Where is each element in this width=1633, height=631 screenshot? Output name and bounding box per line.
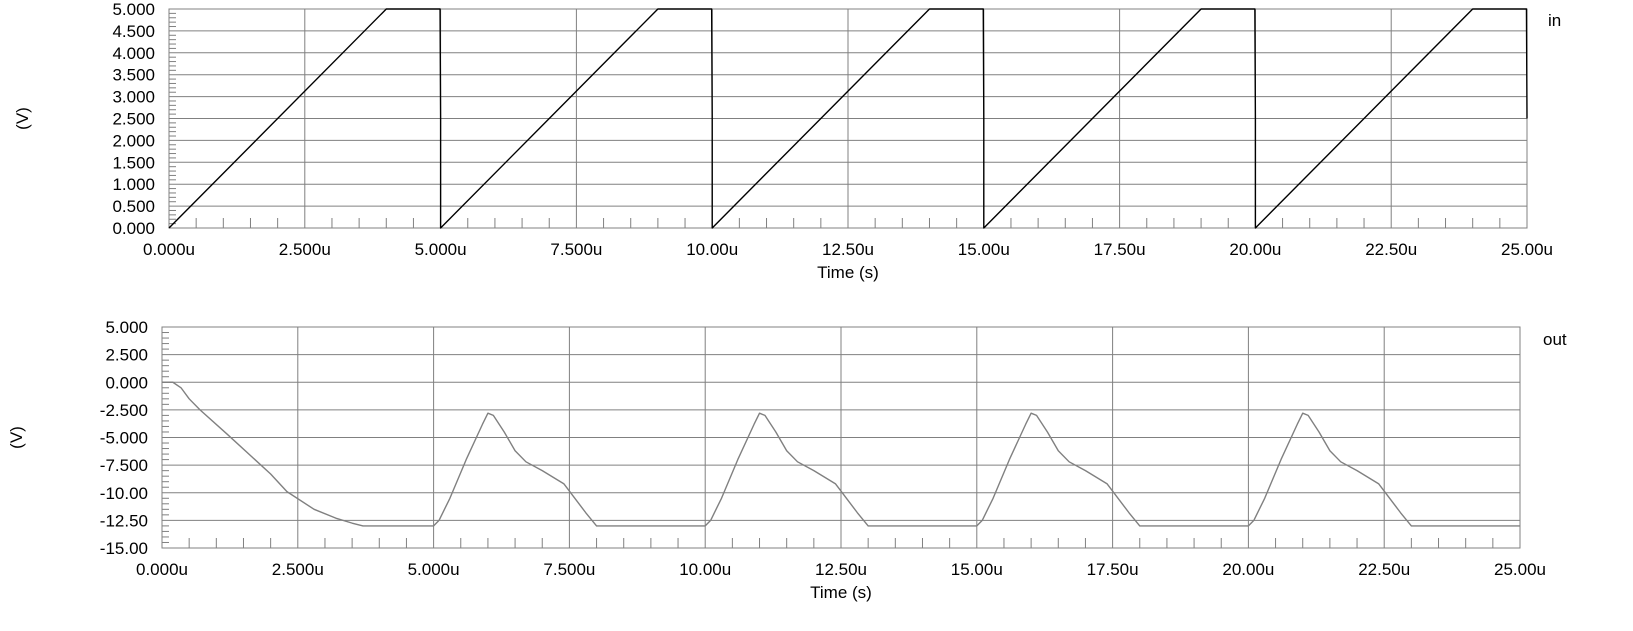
- y-tick-label: 0.000: [112, 219, 155, 238]
- x-axis-title: Time (s): [817, 263, 879, 282]
- x-tick-label: 17.50u: [1087, 560, 1139, 579]
- y-tick-label: -5.000: [100, 429, 148, 448]
- y-tick-label: -10.00: [100, 484, 148, 503]
- y-tick-label: 2.500: [112, 110, 155, 129]
- x-tick-label: 5.000u: [415, 240, 467, 259]
- y-tick-label: 4.000: [112, 44, 155, 63]
- series-line-out: [162, 381, 1520, 527]
- x-tick-label: 2.500u: [279, 240, 331, 259]
- x-tick-label: 22.50u: [1358, 560, 1410, 579]
- series-line-in: [168, 8, 1528, 229]
- x-tick-label: 5.000u: [408, 560, 460, 579]
- y-tick-label: -7.500: [100, 456, 148, 475]
- y-tick-label: -12.50: [100, 511, 148, 530]
- x-tick-label: 10.00u: [686, 240, 738, 259]
- x-tick-label: 17.50u: [1094, 240, 1146, 259]
- y-tick-label: 1.000: [112, 175, 155, 194]
- chart-out: 0.000u 2.500u 5.000u 7.500u 10.00u 12.50u 15.0…: [7, 318, 1567, 602]
- y-tick-label: 1.500: [112, 153, 155, 172]
- x-tick-label: 15.00u: [951, 560, 1003, 579]
- y-tick-label: 5.000: [105, 318, 148, 337]
- y-axis-title: (V): [13, 107, 32, 130]
- x-tick-label: 0.000u: [143, 240, 195, 259]
- x-tick-label: 0.000u: [136, 560, 188, 579]
- x-tick-label: 25.00u: [1501, 240, 1553, 259]
- x-tick-label: 20.00u: [1222, 560, 1274, 579]
- series-label: out: [1543, 330, 1567, 349]
- y-tick-label: 3.500: [112, 66, 155, 85]
- y-tick-label: -15.00: [100, 539, 148, 558]
- x-tick-label: 10.00u: [679, 560, 731, 579]
- y-tick-label: 0.500: [112, 197, 155, 216]
- x-tick-label: 15.00u: [958, 240, 1010, 259]
- y-tick-label: 3.000: [112, 88, 155, 107]
- x-tick-label: 25.00u: [1494, 560, 1546, 579]
- x-tick-label: 12.50u: [815, 560, 867, 579]
- x-tick-label: 12.50u: [822, 240, 874, 259]
- y-axis-title: (V): [7, 426, 26, 449]
- y-tick-label: 2.000: [112, 131, 155, 150]
- x-tick-label: 2.500u: [272, 560, 324, 579]
- plot-frame: [161, 326, 1521, 549]
- x-axis-title: Time (s): [810, 583, 872, 602]
- y-tick-label: -2.500: [100, 401, 148, 420]
- y-tick-label: 5.000: [112, 0, 155, 19]
- series-label: in: [1548, 11, 1561, 30]
- x-tick-label: 20.00u: [1229, 240, 1281, 259]
- x-tick-label: 7.500u: [543, 560, 595, 579]
- y-tick-label: 0.000: [105, 373, 148, 392]
- x-tick-label: 7.500u: [550, 240, 602, 259]
- y-tick-label: 2.500: [105, 346, 148, 365]
- y-tick-label: 4.500: [112, 22, 155, 41]
- x-tick-label: 22.50u: [1365, 240, 1417, 259]
- chart-in: 0.000u 2.500u 5.000u 7.500u 10.00u 12.50u 15.0…: [13, 0, 1561, 282]
